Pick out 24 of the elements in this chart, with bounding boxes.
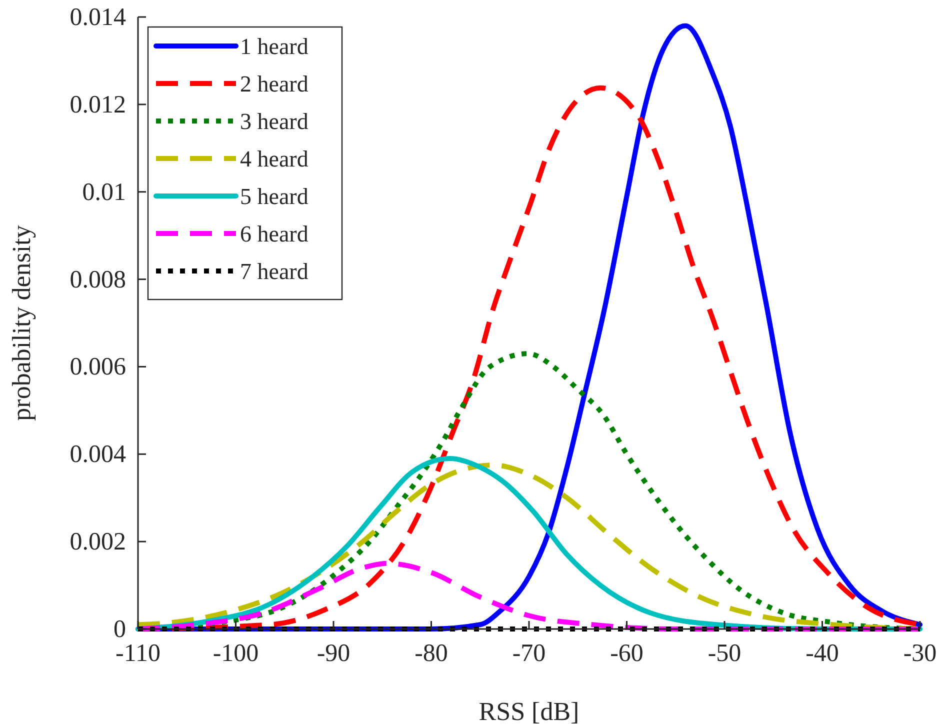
y-axis-title: probability density — [7, 225, 36, 421]
y-tick-label: 0.002 — [70, 528, 126, 556]
legend-label: 4 heard — [240, 146, 309, 172]
y-tick-label: 0.01 — [82, 178, 126, 206]
x-tick-label: -40 — [806, 640, 839, 667]
x-tick-label: -60 — [610, 640, 644, 667]
x-tick-label: -90 — [316, 640, 350, 667]
legend-label: 1 heard — [240, 34, 309, 59]
legend-label: 2 heard — [240, 72, 309, 96]
legend-label: 3 heard — [240, 109, 309, 134]
y-tick-label: 0.008 — [70, 266, 126, 294]
y-tick-label: 0.014 — [70, 4, 126, 31]
x-tick-label: -70 — [512, 640, 546, 667]
x-tick-label: -80 — [414, 640, 448, 667]
x-tick-label: -50 — [708, 640, 742, 667]
y-tick-label: 0.012 — [70, 91, 126, 118]
x-tick-label: -30 — [903, 640, 937, 667]
y-tick-label: 0.006 — [70, 354, 126, 381]
x-axis-title: RSS [dB] — [478, 697, 580, 726]
legend-label: 5 heard — [240, 184, 309, 209]
x-tick-label: -100 — [212, 640, 259, 667]
legend-label: 7 heard — [240, 259, 309, 284]
y-tick-label: 0.004 — [70, 441, 126, 468]
legend-label: 6 heard — [240, 222, 309, 246]
